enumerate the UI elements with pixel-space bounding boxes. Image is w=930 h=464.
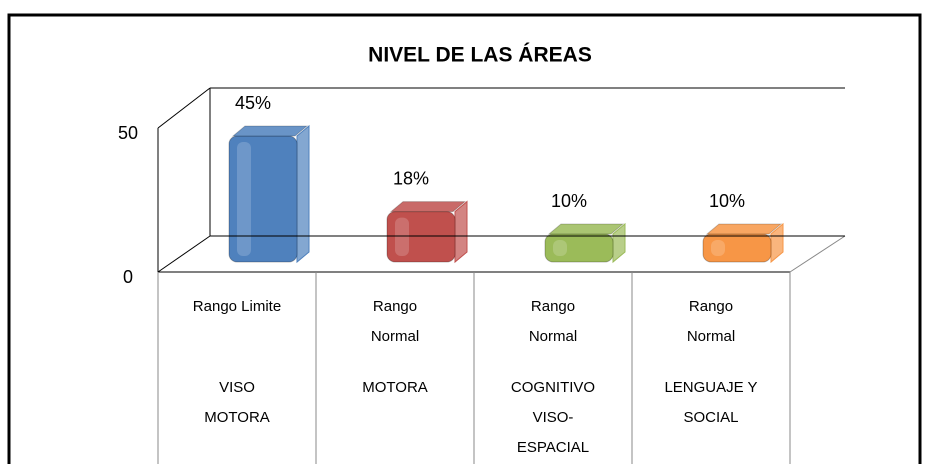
category-label: LENGUAJE Y SOCIAL: [632, 373, 790, 433]
bar-top: [389, 201, 467, 213]
bar: [702, 222, 784, 264]
bar-top: [547, 223, 625, 235]
bar: [386, 200, 468, 264]
bar-side: [296, 124, 310, 264]
bar-shine: [237, 142, 251, 256]
bar-top: [705, 223, 783, 235]
category-text: VISO MOTORA: [204, 379, 270, 426]
bar-shine: [711, 240, 725, 256]
category-text: Rango Limite: [192, 298, 282, 315]
bar: [228, 124, 310, 264]
data-label: 10%: [551, 191, 587, 211]
bar-side: [454, 200, 468, 264]
floor-side: [789, 235, 846, 273]
category-label: Rango Normal: [474, 292, 632, 352]
frame: [7, 13, 922, 464]
data-label: 18%: [393, 168, 429, 188]
side-grid-line: [157, 87, 211, 129]
category-label: Rango Limite: [158, 292, 316, 322]
y-tick-label: 0: [123, 267, 133, 287]
y-tick-label: 50: [118, 123, 138, 143]
category-text: Rango Normal: [370, 298, 420, 345]
category-text: LENGUAJE Y SOCIAL: [664, 379, 758, 426]
bar: [544, 222, 626, 264]
chart-title: NIVEL DE LAS ÁREAS: [368, 44, 592, 67]
data-label: 45%: [235, 93, 271, 113]
bars: [228, 124, 784, 264]
category-label: Rango Normal: [316, 292, 474, 352]
data-label: 10%: [709, 191, 745, 211]
category-text: Rango Normal: [528, 298, 578, 345]
category-label: VISO MOTORA: [158, 373, 316, 433]
category-label: MOTORA: [316, 373, 474, 403]
side-grid-line: [157, 235, 211, 273]
bar-shine: [395, 217, 409, 256]
category-label: COGNITIVO VISO-ESPACIAL: [474, 373, 632, 463]
bar-shine: [553, 240, 567, 256]
category-text: Rango Normal: [686, 298, 736, 345]
bar-top: [231, 125, 309, 137]
category-text: MOTORA: [362, 379, 428, 396]
category-text: COGNITIVO VISO-ESPACIAL: [510, 379, 596, 456]
category-label: Rango Normal: [632, 292, 790, 352]
